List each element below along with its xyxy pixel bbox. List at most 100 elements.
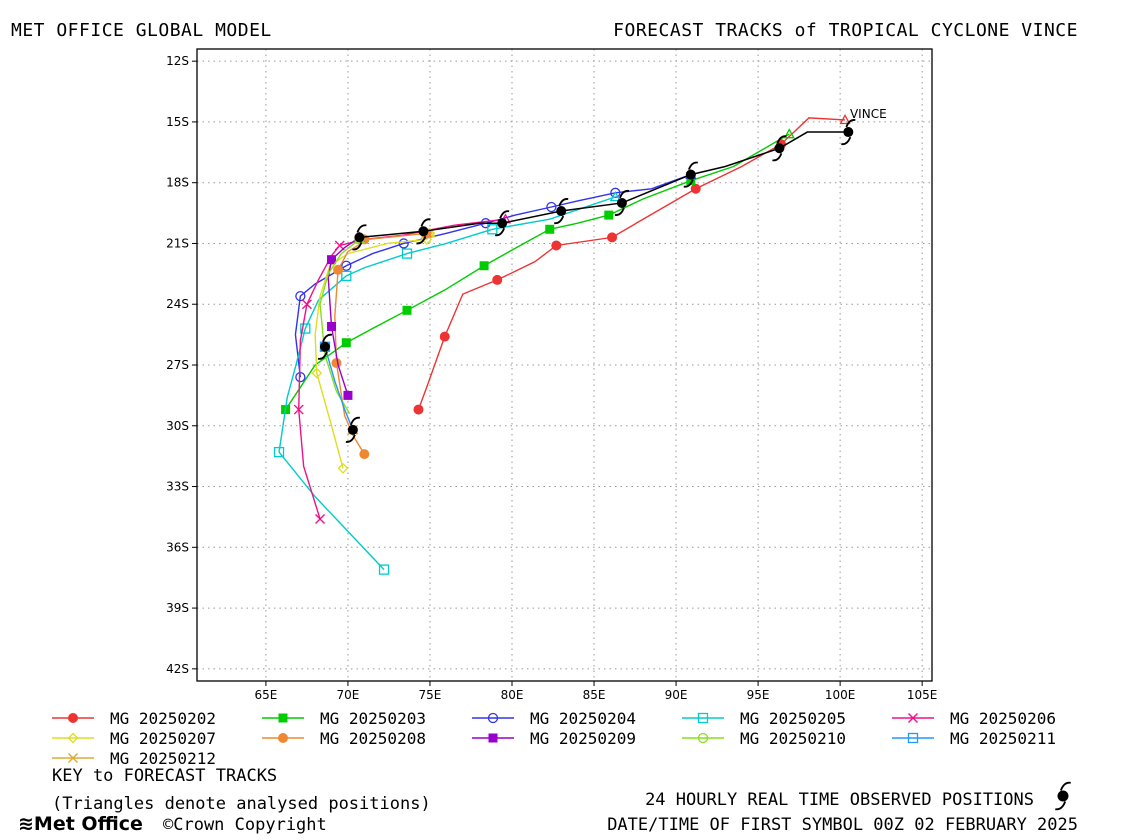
y-tick-label: 15S (166, 115, 189, 129)
track-point (343, 390, 353, 400)
track-point (398, 238, 409, 249)
track-point (686, 176, 696, 186)
track-mg-20250205 (273, 191, 621, 575)
track-point (311, 367, 323, 379)
legend-item: MG 20250208 (262, 729, 426, 748)
legend-item: MG 20250203 (262, 709, 426, 728)
track-point (295, 372, 306, 383)
y-tick-label: 21S (166, 236, 189, 250)
track-point (551, 240, 562, 251)
x-tick-label: 85E (583, 688, 606, 702)
y-tick-label: 12S (166, 54, 189, 68)
legend-item: MG 20250210 (682, 729, 846, 748)
legend-item: MG 20250211 (892, 729, 1056, 748)
observed-track (317, 119, 856, 443)
forecast-tracks (273, 114, 851, 575)
axes: 65E 70E 75E 80E 85E 90E 95E 100E 105E 12S 15S 18S 21… (166, 54, 937, 702)
track-point (607, 232, 618, 243)
analysed-position-triangle (609, 191, 621, 202)
legend-item: MG 20250205 (682, 709, 846, 728)
legend-marker (488, 733, 498, 743)
observed-position-icon (345, 416, 361, 443)
key-title: KEY to FORECAST TRACKS (52, 766, 278, 786)
track-point (315, 513, 326, 524)
model-title: MET OFFICE GLOBAL MODEL (11, 20, 272, 41)
legend-label: MG 20250206 (950, 709, 1056, 728)
analysed-position-triangle (783, 128, 795, 139)
track-point (273, 446, 285, 458)
x-tick-label: 80E (501, 688, 524, 702)
observed-position-icon (317, 333, 333, 360)
analysed-position-triangle (839, 114, 851, 125)
grid-lines (197, 49, 932, 681)
x-tick-label: 100E (825, 688, 856, 702)
y-tick-label: 27S (166, 358, 189, 372)
legend-marker (697, 732, 709, 744)
legend-marker (68, 753, 78, 763)
observed-positions-note: 24 HOURLY REAL TIME OBSERVED POSITIONS (645, 790, 1034, 810)
legend-marker (487, 712, 499, 724)
legend-item: MG 20250209 (472, 729, 636, 748)
track-point (331, 357, 342, 368)
legend: MG 20250202 MG 20250203 MG 20250204 MG 2025… (52, 709, 1056, 768)
track-point (413, 404, 424, 415)
copyright-notice: ©Crown Copyright (163, 815, 327, 835)
met-office-logo: ≋Met Office (18, 813, 143, 835)
track-point (341, 270, 352, 282)
track-point (402, 305, 412, 315)
track-point (300, 323, 311, 334)
legend-marker (278, 733, 288, 743)
track-point (492, 274, 503, 285)
track-point (546, 201, 557, 213)
storm-label: VINCE (850, 107, 887, 121)
logo-text: Met Office (33, 813, 143, 835)
logo-waves-icon: ≋ (18, 813, 34, 835)
track-line (285, 133, 790, 410)
y-tick-label: 36S (166, 540, 189, 554)
legend-label: MG 20250212 (110, 749, 216, 768)
observed-position-icon (416, 218, 431, 245)
track-point (401, 248, 413, 259)
track-point (333, 264, 344, 275)
x-tick-label: 95E (747, 688, 770, 702)
observed-position-icon (614, 189, 630, 216)
observed-position-icon (352, 224, 367, 251)
observed-position-icon (772, 135, 787, 162)
track-point (341, 338, 351, 348)
track-point (327, 255, 337, 265)
track-point (487, 224, 498, 235)
track-point (439, 331, 450, 342)
legend-label: MG 20250210 (740, 729, 846, 748)
legend-marker (697, 712, 709, 724)
first-symbol-date: DATE/TIME OF FIRST SYMBOL 00Z 02 FEBRUAR… (607, 815, 1078, 835)
x-tick-label: 90E (665, 688, 688, 702)
legend-item: MG 20250207 (52, 729, 216, 748)
legend-label: MG 20250209 (530, 729, 636, 748)
observed-position-icon (495, 210, 510, 237)
legend-marker (278, 713, 288, 723)
track-point (359, 449, 370, 460)
x-tick-label: 75E (419, 688, 442, 702)
track-point (690, 183, 701, 194)
track-mg-20250206 (293, 213, 512, 524)
legend-label: MG 20250202 (110, 709, 216, 728)
track-point (479, 261, 489, 271)
track-point (337, 462, 349, 474)
track-mg-20250203 (281, 128, 795, 415)
legend-marker (907, 732, 919, 744)
y-tick-label: 33S (166, 480, 189, 494)
track-line (327, 236, 360, 396)
track-mg-20250202 (413, 114, 851, 415)
legend-marker (908, 713, 918, 723)
track-point (341, 260, 352, 271)
track-line (278, 196, 616, 571)
track-point (327, 322, 337, 332)
x-tick-label: 70E (337, 688, 360, 702)
cyclone-symbol (1055, 781, 1071, 811)
y-tick-label: 30S (166, 419, 189, 433)
y-tick-label: 42S (166, 662, 189, 676)
track-point (295, 290, 306, 302)
legend-item: MG 20250206 (892, 709, 1056, 728)
legend-label: MG 20250205 (740, 709, 846, 728)
